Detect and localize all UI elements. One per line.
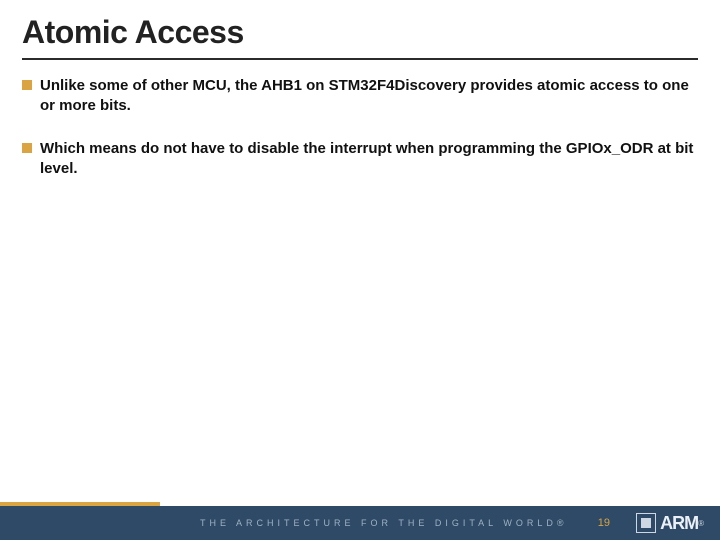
slide: Atomic Access Unlike some of other MCU, … — [0, 0, 720, 540]
bullet-icon — [22, 143, 32, 153]
content-area: Unlike some of other MCU, the AHB1 on ST… — [22, 76, 698, 201]
arm-logo: ARM® — [636, 513, 704, 534]
footer-accent — [0, 502, 160, 506]
footer-bar: THE ARCHITECTURE FOR THE DIGITAL WORLD® … — [0, 506, 720, 540]
bullet-icon — [22, 80, 32, 90]
bullet-text: Which means do not have to disable the i… — [40, 139, 698, 180]
arm-logo-icon — [636, 513, 656, 533]
bullet-lead: Which means do not have to disable the i… — [40, 140, 566, 157]
bullet-item: Unlike some of other MCU, the AHB1 on ST… — [22, 76, 698, 117]
page-number: 19 — [598, 517, 610, 529]
slide-title: Atomic Access — [22, 14, 244, 51]
arm-logo-text: ARM — [660, 513, 698, 534]
bullet-text: Unlike some of other MCU, the AHB1 on ST… — [40, 76, 698, 117]
title-underline — [22, 58, 698, 60]
bullet-item: Which means do not have to disable the i… — [22, 139, 698, 180]
bullet-lead: Unlike some of other MCU, the AHB1 on ST… — [40, 77, 590, 94]
registered-icon: ® — [698, 519, 704, 528]
footer-tagline: THE ARCHITECTURE FOR THE DIGITAL WORLD® — [200, 518, 567, 528]
